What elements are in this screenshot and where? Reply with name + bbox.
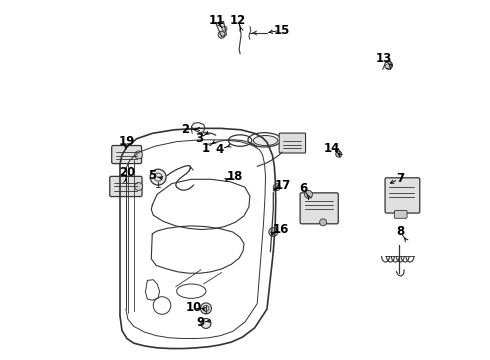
FancyBboxPatch shape: [110, 176, 142, 197]
Circle shape: [385, 61, 392, 69]
Circle shape: [200, 303, 211, 314]
Text: 12: 12: [230, 14, 246, 27]
Ellipse shape: [253, 135, 278, 145]
Text: 2: 2: [181, 122, 190, 136]
Text: 3: 3: [195, 132, 203, 145]
FancyBboxPatch shape: [112, 145, 142, 163]
Text: 18: 18: [227, 170, 244, 183]
FancyBboxPatch shape: [279, 133, 306, 153]
Text: 5: 5: [148, 169, 156, 182]
Text: 15: 15: [273, 24, 290, 37]
Text: 8: 8: [396, 225, 404, 238]
Text: 6: 6: [299, 183, 308, 195]
Circle shape: [269, 228, 278, 237]
Circle shape: [319, 219, 326, 226]
Text: 4: 4: [216, 143, 224, 156]
FancyBboxPatch shape: [385, 178, 420, 213]
Circle shape: [222, 26, 227, 31]
Text: 16: 16: [273, 223, 289, 236]
Circle shape: [304, 190, 313, 198]
Circle shape: [218, 31, 225, 38]
FancyBboxPatch shape: [394, 211, 407, 218]
Circle shape: [273, 184, 280, 191]
Circle shape: [201, 319, 211, 328]
Text: 13: 13: [375, 51, 392, 64]
Circle shape: [150, 169, 166, 185]
Text: 11: 11: [209, 14, 225, 27]
Text: 7: 7: [396, 172, 404, 185]
Circle shape: [135, 151, 143, 159]
FancyBboxPatch shape: [300, 193, 338, 224]
Text: 10: 10: [186, 301, 202, 314]
Text: 1: 1: [202, 142, 210, 155]
Text: 9: 9: [196, 316, 204, 329]
Text: 20: 20: [119, 166, 135, 179]
Circle shape: [336, 151, 342, 157]
Text: 19: 19: [119, 135, 135, 148]
Text: 17: 17: [275, 179, 291, 192]
Text: 14: 14: [324, 142, 340, 155]
Circle shape: [135, 183, 143, 190]
